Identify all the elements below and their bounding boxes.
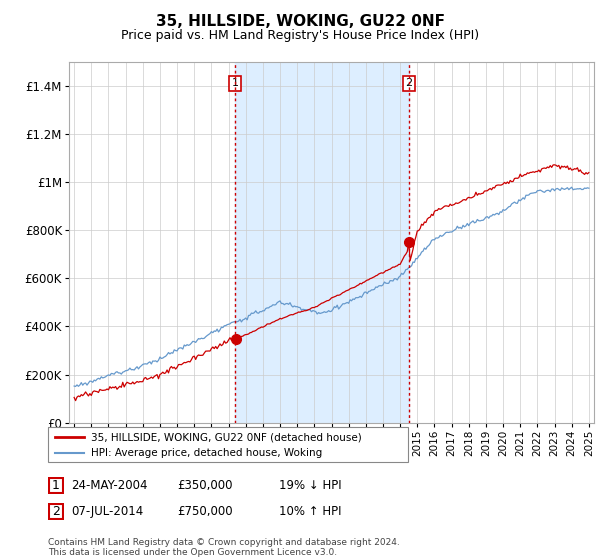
Text: Price paid vs. HM Land Registry's House Price Index (HPI): Price paid vs. HM Land Registry's House … xyxy=(121,29,479,42)
Text: 1: 1 xyxy=(232,78,239,88)
Text: Contains HM Land Registry data © Crown copyright and database right 2024.
This d: Contains HM Land Registry data © Crown c… xyxy=(48,538,400,557)
Text: £750,000: £750,000 xyxy=(177,505,233,518)
Text: 2: 2 xyxy=(52,505,60,518)
Text: £350,000: £350,000 xyxy=(177,479,233,492)
FancyBboxPatch shape xyxy=(48,427,408,462)
FancyBboxPatch shape xyxy=(49,504,63,519)
Text: 07-JUL-2014: 07-JUL-2014 xyxy=(71,505,143,518)
Text: 10% ↑ HPI: 10% ↑ HPI xyxy=(279,505,341,518)
Bar xyxy=(235,62,409,423)
Text: 35, HILLSIDE, WOKING, GU22 0NF (detached house): 35, HILLSIDE, WOKING, GU22 0NF (detached… xyxy=(91,432,362,442)
Text: 1: 1 xyxy=(52,479,60,492)
FancyBboxPatch shape xyxy=(49,478,63,493)
Text: 24-MAY-2004: 24-MAY-2004 xyxy=(71,479,148,492)
Text: 35, HILLSIDE, WOKING, GU22 0NF: 35, HILLSIDE, WOKING, GU22 0NF xyxy=(155,14,445,29)
Text: HPI: Average price, detached house, Woking: HPI: Average price, detached house, Woki… xyxy=(91,449,322,458)
Text: 2: 2 xyxy=(406,78,413,88)
Text: 19% ↓ HPI: 19% ↓ HPI xyxy=(279,479,341,492)
